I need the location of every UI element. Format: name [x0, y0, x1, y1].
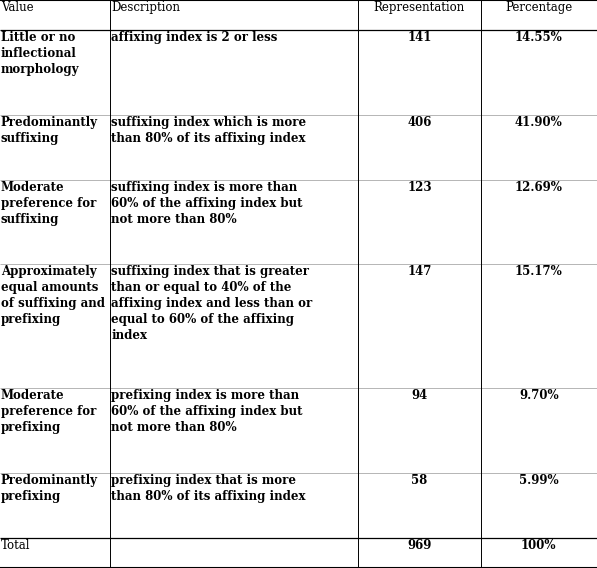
Text: 147: 147 [407, 265, 432, 278]
Text: 9.70%: 9.70% [519, 389, 559, 402]
Text: 15.17%: 15.17% [515, 265, 562, 278]
Text: Moderate
preference for
suffixing: Moderate preference for suffixing [1, 181, 96, 225]
Text: 100%: 100% [521, 539, 556, 552]
Text: Description: Description [111, 1, 180, 14]
Text: 12.69%: 12.69% [515, 181, 563, 194]
Text: 94: 94 [411, 389, 427, 402]
Text: Percentage: Percentage [505, 1, 573, 14]
Text: 41.90%: 41.90% [515, 115, 562, 128]
Text: prefixing index is more than
60% of the affixing index but
not more than 80%: prefixing index is more than 60% of the … [111, 389, 303, 435]
Text: Approximately
equal amounts
of suffixing and
prefixing: Approximately equal amounts of suffixing… [1, 265, 105, 327]
Text: suffixing index is more than
60% of the affixing index but
not more than 80%: suffixing index is more than 60% of the … [111, 181, 303, 225]
Text: 141: 141 [407, 31, 432, 44]
Text: prefixing index that is more
than 80% of its affixing index: prefixing index that is more than 80% of… [111, 474, 306, 503]
Text: Predominantly
suffixing: Predominantly suffixing [1, 115, 98, 144]
Text: Little or no
inflectional
morphology: Little or no inflectional morphology [1, 31, 79, 76]
Text: 969: 969 [407, 539, 432, 552]
Text: 14.55%: 14.55% [515, 31, 562, 44]
Text: 58: 58 [411, 474, 427, 487]
Text: 5.99%: 5.99% [519, 474, 559, 487]
Text: 123: 123 [407, 181, 432, 194]
Text: Total: Total [1, 539, 30, 552]
Text: suffixing index that is greater
than or equal to 40% of the
affixing index and l: suffixing index that is greater than or … [111, 265, 312, 343]
Text: Moderate
preference for
prefixing: Moderate preference for prefixing [1, 389, 96, 435]
Text: affixing index is 2 or less: affixing index is 2 or less [111, 31, 278, 44]
Text: Predominantly
prefixing: Predominantly prefixing [1, 474, 98, 503]
Text: 406: 406 [407, 115, 432, 128]
Text: suffixing index which is more
than 80% of its affixing index: suffixing index which is more than 80% o… [111, 115, 306, 144]
Text: Representation: Representation [374, 1, 465, 14]
Text: Value: Value [1, 1, 33, 14]
